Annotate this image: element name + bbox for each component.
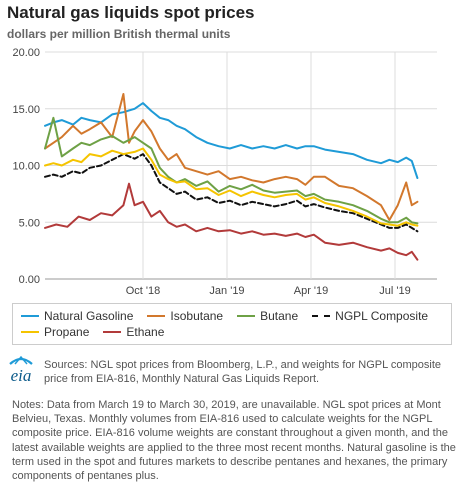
legend-label: Propane: [44, 325, 90, 339]
eia-logo-text: eia: [11, 366, 32, 385]
chart-title: Natural gas liquids spot prices: [7, 3, 255, 22]
chart-subtitle: dollars per million British thermal unit…: [7, 27, 231, 41]
legend-label: Natural Gasoline: [44, 309, 134, 323]
legend-swatch-propane: [21, 331, 39, 333]
legend-swatch-ngpl-composite: [312, 315, 331, 317]
y-tick-label: 5.00: [19, 217, 40, 229]
legend-swatch-isobutane: [147, 315, 166, 317]
legend-item-ethane: Ethane: [103, 325, 164, 339]
legend-item-natural-gasoline: Natural Gasoline: [21, 309, 133, 323]
eia-logo-arc: [9, 357, 33, 365]
x-axis-tick-labels: Oct '18 Jan '19 Apr '19 Jul '19: [126, 285, 411, 297]
legend-label: Ethane: [126, 325, 165, 339]
y-tick-label: 10.00: [12, 161, 40, 173]
legend-row-1: Natural Gasoline Isobutane Butane NGPL C…: [21, 308, 443, 324]
legend-label: Isobutane: [170, 309, 224, 323]
eia-logo-rays: [14, 355, 28, 365]
legend-swatch-ethane: [103, 331, 122, 333]
x-tick-label: Apr '19: [294, 285, 329, 297]
chart-legend: Natural Gasoline Isobutane Butane NGPL C…: [12, 303, 452, 345]
series-line-isobutane: [44, 93, 419, 221]
y-tick-label: 0.00: [19, 274, 40, 286]
gridlines: [45, 51, 437, 280]
legend-row-2: Propane Ethane: [21, 324, 443, 340]
y-axis-tick-labels: 0.00 5.00 10.00 15.00 20.00: [12, 47, 40, 286]
eia-logo: eia: [9, 355, 33, 385]
series-line-butane: [44, 116, 419, 225]
x-tick-label: Jan '19: [209, 285, 244, 297]
line-chart: 0.00 5.00 10.00 15.00 20.00 Oct '18 Jan '19 Ap…: [12, 47, 437, 297]
legend-label: NGPL Composite: [335, 309, 429, 323]
legend-swatch-butane: [237, 315, 256, 317]
series-line-ethane: [44, 182, 419, 261]
series-line-propane: [44, 147, 419, 227]
legend-item-isobutane: Isobutane: [147, 309, 223, 323]
legend-item-butane: Butane: [237, 309, 298, 323]
y-tick-label: 15.00: [12, 104, 40, 116]
footnotes: Notes: Data from March 19 to March 30, 2…: [12, 399, 456, 483]
series-line-natural-gasoline: [44, 102, 419, 179]
legend-item-ngpl-composite: NGPL Composite: [312, 309, 428, 323]
legend-swatch-natural-gasoline: [21, 315, 39, 317]
x-tick-label: Oct '18: [126, 285, 161, 297]
legend-label: Butane: [260, 309, 299, 323]
legend-item-propane: Propane: [21, 325, 89, 339]
x-tick-label: Jul '19: [379, 285, 410, 297]
series-lines: [44, 93, 419, 261]
sources-note: Sources: NGL spot prices from Bloomberg,…: [44, 359, 441, 385]
series-line-ngpl-composite: [44, 153, 419, 233]
y-tick-label: 20.00: [12, 47, 40, 59]
